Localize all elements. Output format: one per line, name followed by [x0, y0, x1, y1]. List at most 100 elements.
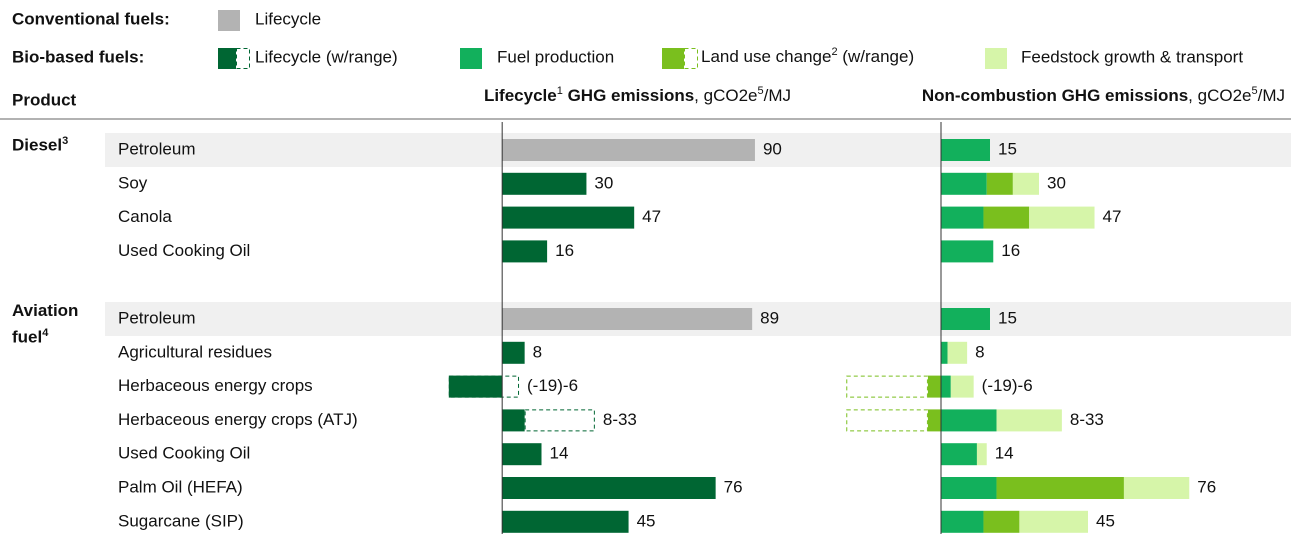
- category-label: Agricultural residues: [118, 342, 272, 361]
- value-label: 76: [1197, 477, 1216, 496]
- legend-label: (w/range): [838, 47, 915, 66]
- legend-label: Feedstock growth & transport: [1021, 47, 1243, 66]
- superscript: 3: [62, 135, 69, 147]
- legend-label: Land use change2 (w/range): [701, 46, 914, 67]
- bar: [502, 172, 587, 195]
- legend-swatch: [684, 48, 698, 69]
- bar: [502, 409, 525, 432]
- group-label: Aviation fuel4: [12, 299, 96, 349]
- bar: [502, 341, 525, 364]
- value-label: 47: [1103, 207, 1122, 226]
- bar-segment: [941, 206, 984, 229]
- bar: [502, 510, 629, 533]
- superscript: 1: [557, 85, 563, 97]
- header-text: Non-combustion GHG emissions: [922, 86, 1188, 105]
- bar-segment: [947, 341, 968, 364]
- value-label: 90: [763, 139, 782, 158]
- range-bar: [524, 409, 595, 432]
- bar-segment: [941, 510, 984, 533]
- header-text: /MJ: [764, 86, 791, 105]
- legend-heading: Bio-based fuels:: [12, 47, 144, 66]
- bar-segment: [1029, 206, 1095, 229]
- value-label: 15: [998, 308, 1017, 327]
- bar-segment: [941, 240, 994, 263]
- bar-segment: [950, 375, 974, 398]
- bar-segment: [941, 341, 948, 364]
- bar-segment: [996, 477, 1124, 499]
- category-label: Soy: [118, 173, 148, 192]
- bar-segment: [976, 443, 987, 466]
- category-label: Used Cooking Oil: [118, 444, 250, 463]
- category-label: Palm Oil (HEFA): [118, 477, 243, 496]
- bar: [502, 477, 716, 499]
- bar: [502, 139, 755, 161]
- value-label: 30: [594, 173, 613, 192]
- legend-swatch: [460, 48, 482, 69]
- category-label: Herbaceous energy crops (ATJ): [118, 410, 358, 429]
- superscript: 2: [831, 46, 837, 58]
- bar-segment: [941, 308, 990, 330]
- bar-segment: [941, 409, 997, 432]
- category-label: Canola: [118, 207, 172, 226]
- bar-segment: [983, 206, 1030, 229]
- bar: [502, 308, 753, 330]
- header-text: GHG emissions: [563, 86, 694, 105]
- value-label: (-19)-6: [527, 376, 578, 395]
- category-label: Herbaceous energy crops: [118, 376, 313, 395]
- bar-segment: [1012, 172, 1039, 195]
- superscript: 5: [1251, 85, 1257, 97]
- group-name: Diesel: [12, 135, 63, 155]
- superscript: 5: [757, 85, 763, 97]
- legend-heading: Conventional fuels:: [12, 9, 170, 28]
- value-label: 47: [642, 207, 661, 226]
- category-label: Used Cooking Oil: [118, 241, 250, 260]
- value-label: 45: [637, 511, 656, 530]
- header-text: /MJ: [1258, 86, 1285, 105]
- value-label: 16: [1001, 241, 1020, 260]
- legend-swatch: [662, 48, 684, 69]
- legend-swatch: [218, 48, 236, 69]
- legend-swatch: [218, 10, 240, 31]
- bar-segment: [941, 172, 987, 195]
- bar-segment: [941, 443, 977, 466]
- value-label: 14: [549, 444, 568, 463]
- column-header: Product: [12, 90, 77, 109]
- value-label: (-19)-6: [982, 376, 1033, 395]
- legend-label: Lifecycle: [255, 9, 321, 28]
- legend-swatch: [236, 48, 250, 69]
- bar-segment: [927, 375, 941, 398]
- value-label: 89: [760, 308, 779, 327]
- range-bar: [846, 409, 928, 432]
- superscript: 4: [42, 327, 49, 339]
- column-header: Lifecycle1 GHG emissions, gCO2e5/MJ: [484, 85, 791, 106]
- legend-label: Lifecycle (w/range): [255, 47, 398, 66]
- value-label: 45: [1096, 511, 1115, 530]
- value-label: 8: [975, 342, 984, 361]
- value-label: 8-33: [1070, 410, 1104, 429]
- bar: [502, 240, 548, 263]
- value-label: 8-33: [603, 410, 637, 429]
- bar-segment: [996, 409, 1062, 432]
- bar-segment: [986, 172, 1013, 195]
- category-label: Petroleum: [118, 139, 195, 158]
- bar-segment: [927, 409, 941, 432]
- bar-segment: [941, 139, 990, 161]
- value-label: 8: [533, 342, 542, 361]
- value-label: 14: [995, 444, 1014, 463]
- bar-segment: [1123, 477, 1190, 499]
- value-label: 16: [555, 241, 574, 260]
- legend-swatch: [985, 48, 1007, 69]
- column-header: Non-combustion GHG emissions, gCO2e5/MJ: [922, 85, 1285, 106]
- legend-label: Fuel production: [497, 47, 614, 66]
- bar: [502, 443, 542, 466]
- value-label: 15: [998, 139, 1017, 158]
- bar-segment: [983, 510, 1020, 533]
- group-name: Aviation fuel: [12, 301, 79, 347]
- bar: [448, 375, 503, 398]
- bar-segment: [941, 375, 951, 398]
- header-text: , gCO2e: [694, 86, 757, 105]
- legend-label: Land use change: [701, 47, 831, 66]
- bar-segment: [941, 477, 997, 499]
